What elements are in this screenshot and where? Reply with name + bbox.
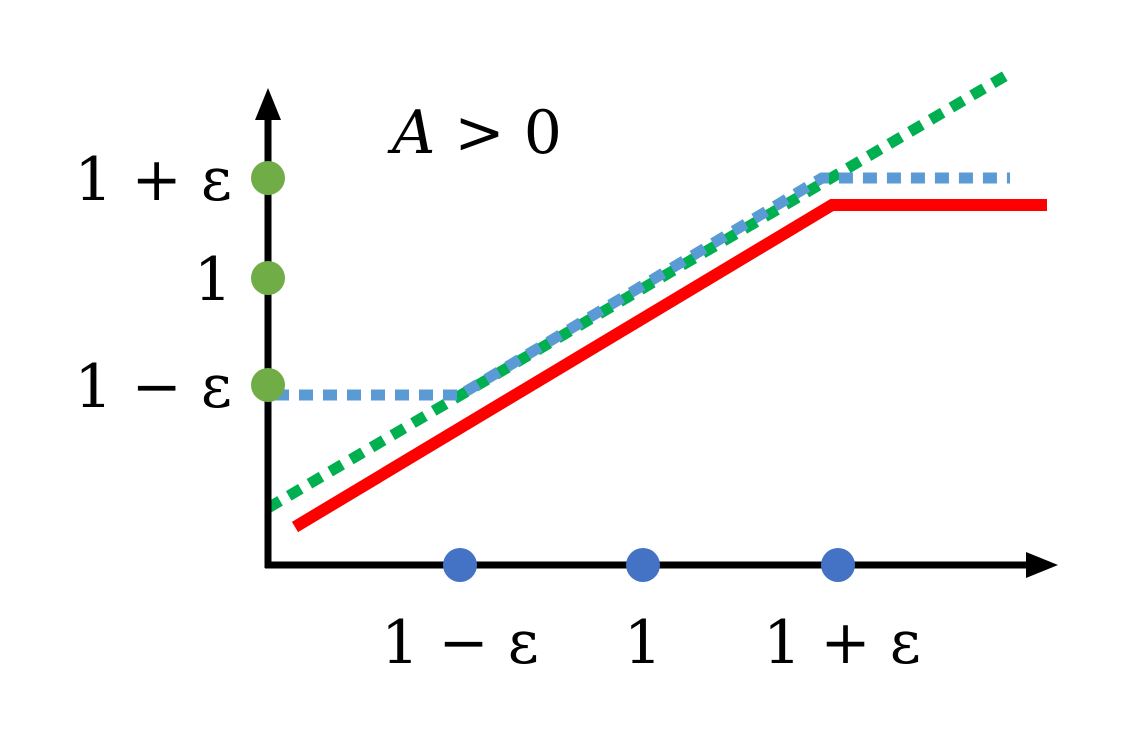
x-dot-upper xyxy=(821,548,855,582)
y-axis-arrow xyxy=(255,88,281,120)
y-dot-lower xyxy=(251,368,285,402)
y-tick-one: 1 xyxy=(194,245,232,315)
title: A > 0 xyxy=(387,98,562,168)
title-var: A xyxy=(387,98,435,168)
clipped-objective-line xyxy=(291,199,1047,533)
title-rest: > 0 xyxy=(435,98,562,168)
x-tick-lower: 1 − ε xyxy=(381,608,539,678)
x-tick-one: 1 xyxy=(624,608,662,678)
x-axis-arrow xyxy=(1026,552,1058,578)
y-tick-lower: 1 − ε xyxy=(74,352,232,422)
y-dot-one xyxy=(251,261,285,295)
y-dot-upper xyxy=(251,161,285,195)
clipped-ratio-line xyxy=(275,172,1010,401)
x-dot-one xyxy=(626,548,660,582)
x-dot-lower xyxy=(443,548,477,582)
x-tick-upper: 1 + ε xyxy=(763,608,921,678)
y-tick-upper: 1 + ε xyxy=(74,145,232,215)
